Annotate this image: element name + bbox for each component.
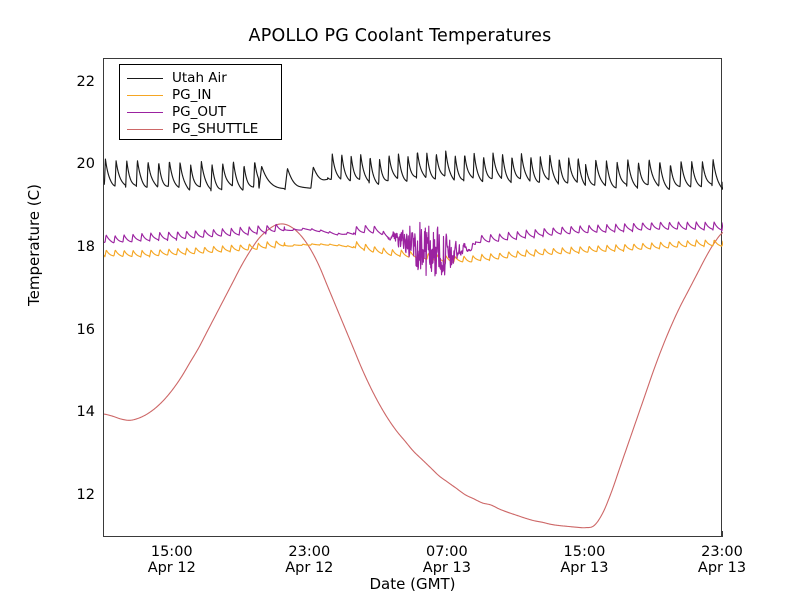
y-tick-label: 14 [76, 404, 95, 421]
legend-label: PG_IN [172, 86, 212, 103]
x-tick-label: 15:00 Apr 13 [560, 544, 609, 577]
y-axis-label: Temperature (C) [25, 184, 43, 306]
y-tick-label: 20 [76, 156, 95, 173]
legend-swatch-icon [127, 129, 163, 130]
series-line-pg-out [104, 221, 723, 277]
x-tick-label: 23:00 Apr 12 [285, 544, 334, 577]
legend-label: Utah Air [172, 69, 227, 86]
legend-label: PG_SHUTTLE [172, 120, 259, 137]
series-line-pg-shuttle [104, 223, 723, 529]
chart-title: APOLLO PG Coolant Temperatures [248, 26, 552, 46]
y-tick-label: 18 [76, 238, 95, 255]
legend-swatch-icon [127, 95, 163, 96]
x-axis-label: Date (GMT) [369, 575, 456, 593]
legend-item-pg-out[interactable]: PG_OUT [127, 104, 274, 121]
legend-item-pg-in[interactable]: PG_IN [127, 87, 274, 104]
x-tick-label: 23:00 Apr 13 [697, 544, 747, 577]
legend-swatch-icon [127, 78, 163, 79]
y-tick-label: 22 [76, 73, 95, 90]
series-line-utah-air [104, 150, 723, 192]
y-tick-label: 12 [76, 486, 95, 503]
legend-label: PG_OUT [172, 103, 227, 120]
legend-swatch-icon [127, 112, 163, 113]
plot-canvas [104, 150, 723, 529]
y-tick-label: 16 [76, 321, 95, 338]
legend-item-pg-shuttle[interactable]: PG_SHUTTLE [127, 121, 274, 138]
legend-item-utah-air[interactable]: Utah Air [127, 70, 274, 87]
x-tick-label: 15:00 Apr 12 [147, 544, 196, 577]
chart-legend: Utah Air PG_IN PG_OUT PG_SHUTTLE [119, 64, 282, 140]
x-tick-label: 07:00 Apr 13 [422, 544, 471, 577]
